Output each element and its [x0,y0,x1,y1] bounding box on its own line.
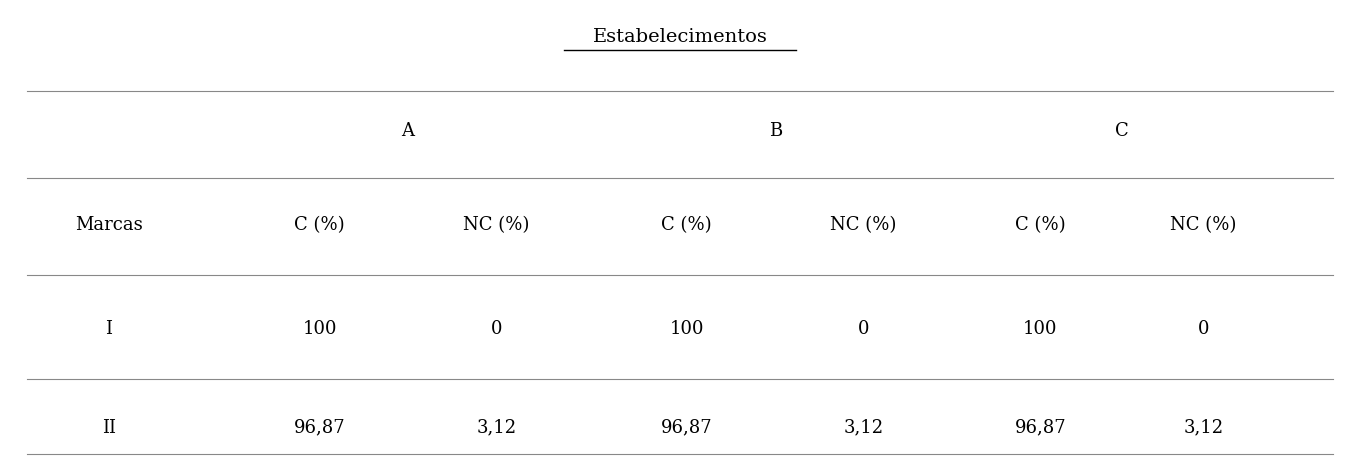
Text: 0: 0 [1198,319,1209,337]
Text: NC (%): NC (%) [831,216,896,234]
Text: 100: 100 [302,319,337,337]
Text: II: II [102,418,116,436]
Text: 96,87: 96,87 [1015,418,1066,436]
Text: B: B [768,122,782,140]
Text: C (%): C (%) [1015,216,1066,234]
Text: 0: 0 [858,319,869,337]
Text: C (%): C (%) [294,216,345,234]
Text: A: A [401,122,415,140]
Text: 3,12: 3,12 [843,418,884,436]
Text: 100: 100 [669,319,704,337]
Text: 96,87: 96,87 [294,418,345,436]
Text: 3,12: 3,12 [476,418,517,436]
Text: NC (%): NC (%) [464,216,529,234]
Text: 100: 100 [1023,319,1058,337]
Text: C (%): C (%) [661,216,713,234]
Text: 0: 0 [491,319,502,337]
Text: C: C [1115,122,1129,140]
Text: NC (%): NC (%) [1171,216,1236,234]
Text: Marcas: Marcas [75,216,143,234]
Text: 3,12: 3,12 [1183,418,1224,436]
Text: I: I [105,319,113,337]
Text: 96,87: 96,87 [661,418,713,436]
Text: Estabelecimentos: Estabelecimentos [593,28,767,46]
